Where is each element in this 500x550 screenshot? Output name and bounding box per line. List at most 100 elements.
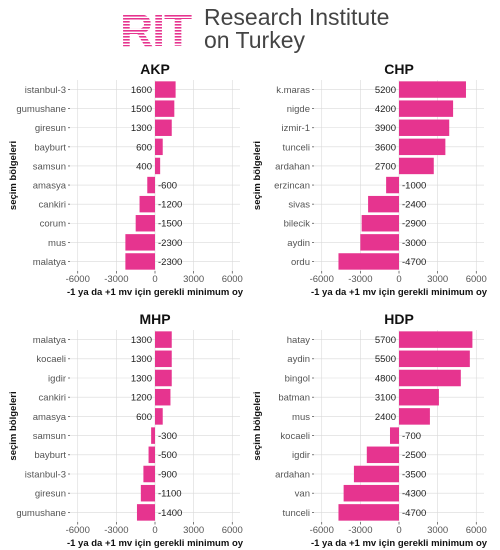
- category-label: mus: [48, 238, 66, 249]
- value-label: -300: [158, 431, 177, 442]
- x-tick-label: 0: [396, 274, 401, 285]
- y-axis-label: seçim bölgeleri: [252, 391, 263, 460]
- x-tick-label: 6000: [466, 274, 487, 285]
- bar-ardahan: [353, 465, 399, 483]
- bar-giresun: [140, 484, 155, 502]
- bar-aydin: [399, 350, 470, 368]
- bar-aydin: [360, 234, 399, 251]
- value-label: -600: [158, 180, 177, 191]
- x-tick-label: -6000: [66, 274, 90, 285]
- bar-sivas: [368, 195, 399, 213]
- category-label: ardahan: [275, 161, 310, 172]
- value-label: 1300: [131, 354, 152, 365]
- category-label: corum: [40, 219, 66, 230]
- category-label: sivas: [288, 200, 310, 211]
- value-label: -700: [402, 431, 421, 442]
- value-label: -2900: [402, 219, 426, 230]
- x-tick-label: 0: [152, 274, 157, 285]
- value-label: 400: [136, 161, 152, 172]
- value-label: 1300: [131, 373, 152, 384]
- chart-title: CHP: [384, 61, 414, 77]
- value-label: 4800: [375, 373, 396, 384]
- category-label: cankiri: [39, 393, 66, 404]
- value-label: -4700: [402, 508, 426, 519]
- bar-ordu: [338, 253, 399, 270]
- value-label: 1300: [131, 335, 152, 346]
- value-label: -2500: [402, 450, 426, 461]
- value-label: -1400: [158, 508, 182, 519]
- category-label: igdir: [48, 373, 66, 384]
- category-label: gumushane: [16, 104, 66, 115]
- x-tick-label: -6000: [310, 274, 334, 285]
- bar-ardahan: [399, 157, 434, 175]
- bar-bayburt: [148, 446, 155, 464]
- category-label: ardahan: [275, 469, 310, 480]
- x-tick-label: 6000: [222, 525, 243, 536]
- value-label: -3000: [402, 238, 426, 249]
- category-label: samsun: [33, 161, 66, 172]
- x-tick-label: 3000: [427, 274, 448, 285]
- x-axis-label: -1 ya da +1 mv için gerekli minimum oy: [311, 538, 488, 549]
- category-label: hatay: [287, 335, 310, 346]
- value-label: -2300: [158, 257, 182, 268]
- value-label: -3500: [402, 469, 426, 480]
- org-name: Research Institute on Turkey: [204, 6, 389, 52]
- bar-kocaeli: [155, 350, 172, 368]
- category-label: bilecik: [284, 219, 311, 230]
- category-label: kocaeli: [280, 431, 310, 442]
- value-label: 5700: [375, 335, 396, 346]
- bar-nigde: [399, 100, 454, 117]
- bar-bingol: [399, 369, 461, 387]
- bar-cankiri: [155, 388, 171, 406]
- category-label: igdir: [292, 450, 310, 461]
- x-tick-label: 3000: [183, 525, 204, 536]
- x-tick-label: 0: [396, 525, 401, 536]
- value-label: -2400: [402, 200, 426, 211]
- category-label: tunceli: [283, 142, 310, 153]
- value-label: -500: [158, 450, 177, 461]
- category-label: aydin: [287, 354, 310, 365]
- bar-istanbul-3: [155, 81, 176, 98]
- bar-batman: [399, 388, 439, 406]
- chart-panel-mhp: MHP 1300 malatya 1300 kocaeli 1300 igdir 1200 ca…: [8, 311, 244, 549]
- value-label: -900: [158, 469, 177, 480]
- category-label: bingol: [285, 373, 310, 384]
- bar-k.maras: [399, 81, 466, 98]
- bar-samsun: [155, 157, 161, 175]
- y-axis-label: seçim bölgeleri: [8, 391, 19, 460]
- value-label: 600: [136, 412, 152, 423]
- x-tick-label: -6000: [310, 525, 334, 536]
- category-label: amasya: [33, 412, 67, 423]
- bar-tunceli: [338, 504, 399, 521]
- category-label: istanbul-3: [25, 469, 66, 480]
- value-label: 3900: [375, 123, 396, 134]
- bar-bilecik: [361, 215, 399, 232]
- category-label: bayburt: [34, 450, 66, 461]
- value-label: 2700: [375, 161, 396, 172]
- x-tick-label: -3000: [348, 525, 372, 536]
- value-label: -1500: [158, 219, 182, 230]
- logo-text: RIT: [120, 6, 192, 48]
- value-label: 1500: [131, 104, 152, 115]
- category-label: giresun: [35, 489, 66, 500]
- bar-amasya: [155, 408, 163, 425]
- category-label: aydin: [287, 238, 310, 249]
- category-label: kocaeli: [36, 354, 66, 365]
- value-label: 1200: [131, 393, 152, 404]
- y-axis-label: seçim bölgeleri: [252, 141, 263, 210]
- chart-panel-akp: AKP 1600 istanbul-3 1500 gumushane 1300 giresu…: [8, 61, 244, 298]
- x-tick-label: -6000: [66, 525, 90, 536]
- category-label: giresun: [35, 123, 66, 134]
- bar-izmir-1: [399, 119, 450, 136]
- category-label: mus: [292, 412, 310, 423]
- bar-tunceli: [399, 138, 446, 156]
- value-label: 3600: [375, 142, 396, 153]
- bar-corum: [135, 215, 155, 232]
- bar-malatya: [155, 331, 172, 348]
- org-name-line1: Research Institute: [204, 4, 390, 30]
- category-label: tunceli: [283, 508, 310, 519]
- org-name-line2: on Turkey: [204, 27, 305, 53]
- value-label: 4200: [375, 104, 396, 115]
- value-label: 600: [136, 142, 152, 153]
